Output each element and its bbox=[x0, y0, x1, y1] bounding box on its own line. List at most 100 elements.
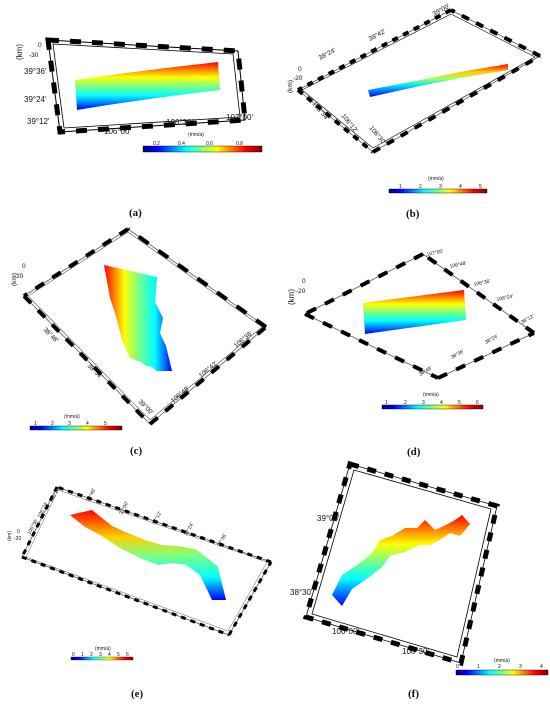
panel-f-colorbar-tick-3: 3 bbox=[519, 664, 522, 670]
panel-c-slip-surface bbox=[104, 265, 172, 371]
panel-a-lat-tick-2: 39°12' bbox=[27, 117, 50, 126]
panel-f-lon-tick-1: 106°30' bbox=[402, 647, 429, 656]
panel-a-colorbar-tick-3: 0.8 bbox=[236, 141, 243, 147]
panel-e-lon-tick-0: 105°12' bbox=[48, 486, 61, 504]
panel-f-slip-surface bbox=[332, 515, 470, 606]
panel-b-colorbar-tick-1: 2 bbox=[419, 184, 422, 190]
panel-e-colorbar: (mm/a) 0 1 2 3 4 5 6 bbox=[70, 646, 134, 661]
panel-d-z-tick-0: 0 bbox=[302, 278, 306, 285]
panel-d-map-frame bbox=[304, 252, 536, 380]
panel-b: (km) 0 -20 39°00' 38°42' 38°24' 105°54' … bbox=[287, 2, 541, 220]
panel-a-lat-tick-1: 39°24' bbox=[24, 95, 47, 104]
panel-e-caption: (e) bbox=[131, 688, 144, 700]
panel-e-lat-tick-0: 36°48' bbox=[85, 488, 97, 503]
panel-a-labels: (km) 0 -30 39°36' 39°24' 39°12' 106°00' … bbox=[15, 42, 253, 136]
panel-c-caption: (c) bbox=[130, 445, 143, 457]
panel-e-lon-tick-1: 105°24' bbox=[36, 501, 49, 519]
panel-a-colorbar-tick-0: 0.2 bbox=[153, 141, 160, 147]
panel-a-lon-tick-1: 106°30' bbox=[166, 118, 193, 127]
panel-d-colorbar-tick-3: 4 bbox=[440, 400, 443, 406]
panel-b-slip-surface bbox=[368, 64, 508, 97]
panel-f-colorbar-tick-1: 1 bbox=[477, 664, 480, 670]
panel-a-colorbar-tick-2: 0.6 bbox=[206, 141, 213, 147]
panel-e-colorbar-tick-6: 6 bbox=[126, 652, 129, 658]
panel-a-z-tick-0: 0 bbox=[38, 42, 42, 49]
panel-e-z-tick-1: -20 bbox=[14, 536, 21, 542]
panel-d-colorbar-tick-0: 1 bbox=[385, 400, 388, 406]
panel-c-colorbar-tick-3: 4 bbox=[86, 421, 89, 427]
panel-b-lat-tick-2: 38°24' bbox=[317, 46, 337, 62]
panel-b-lat-tick-1: 38°42' bbox=[367, 27, 387, 43]
panel-f-lat-tick-1: 38°30' bbox=[290, 588, 313, 597]
panel-c-colorbar-tick-1: 2 bbox=[51, 421, 54, 427]
panel-a-lon-tick-2: 107°00' bbox=[226, 113, 253, 122]
panel-e-colorbar-tick-0: 0 bbox=[72, 652, 75, 658]
panel-c-lat-tick-1: 38°54' bbox=[86, 362, 105, 381]
panel-b-colorbar-tick-3: 4 bbox=[459, 184, 462, 190]
panel-a-colorbar-unit: (mm/a) bbox=[188, 132, 204, 138]
panel-d-colorbar-tick-1: 2 bbox=[404, 400, 407, 406]
panel-d-lon-tick-0: 107°00' bbox=[426, 249, 444, 258]
panel-b-colorbar-unit: (mm/a) bbox=[428, 176, 444, 182]
panel-b-lon-tick-2: 106°30' bbox=[367, 124, 387, 146]
panel-f-colorbar: (mm/a) 0 1 2 3 4 bbox=[455, 658, 549, 676]
panel-d-colorbar-tick-2: 3 bbox=[422, 400, 425, 406]
panel-e-colorbar-tick-2: 2 bbox=[90, 652, 93, 658]
panel-e-lat-tick-3: 37°24' bbox=[183, 522, 195, 537]
panel-a-lon-tick-0: 106°00' bbox=[104, 127, 131, 136]
panel-c-colorbar-tick-0: 1 bbox=[34, 421, 37, 427]
panel-e-lat-tick-1: 37°00' bbox=[118, 501, 130, 516]
panel-a-lat-tick-0: 39°36' bbox=[24, 67, 47, 76]
panel-b-z-tick-1: -20 bbox=[293, 75, 303, 82]
panel-d-lat-tick-2: 38°36' bbox=[450, 348, 465, 360]
panel-f-labels: 39°00' 38°30' 106°00' 106°30' bbox=[290, 514, 429, 656]
panel-f-colorbar-tick-2: 2 bbox=[498, 664, 501, 670]
panel-e-colorbar-tick-4: 4 bbox=[108, 652, 111, 658]
panel-d-lon-tick-1: 106°48' bbox=[449, 261, 467, 270]
panel-f-caption: (f) bbox=[408, 688, 419, 700]
panel-e-map-frame bbox=[20, 485, 273, 637]
panel-f-lon-tick-0: 106°00' bbox=[332, 627, 359, 636]
panel-f: 39°00' 38°30' 106°00' 106°30' (mm/a) 0 1… bbox=[290, 460, 549, 700]
panel-d-colorbar: (mm/a) 1 2 3 4 5 6 bbox=[381, 392, 484, 410]
panel-e-colorbar-tick-3: 3 bbox=[99, 652, 102, 658]
panel-d-lon-tick-3: 106°24' bbox=[496, 294, 514, 303]
panel-e-colorbar-tick-5: 5 bbox=[117, 652, 120, 658]
panel-d-caption: (d) bbox=[407, 446, 421, 458]
panel-b-caption: (b) bbox=[406, 208, 420, 220]
panel-d-colorbar-tick-5: 6 bbox=[476, 400, 479, 406]
panel-c-colorbar-unit: (mm/a) bbox=[64, 414, 80, 420]
panel-e-colorbar-unit: (mm/a) bbox=[95, 646, 111, 652]
panel-f-map-frame bbox=[302, 460, 500, 667]
panel-c-z-tick-0: 0 bbox=[22, 263, 26, 270]
panel-b-z-tick-0: 0 bbox=[298, 66, 302, 73]
panel-a-z-label: (km) bbox=[15, 44, 24, 60]
panel-d-lon-tick-2: 106°36' bbox=[473, 279, 491, 288]
panel-f-lat-tick-0: 39°00' bbox=[317, 514, 340, 523]
panel-c-colorbar-tick-4: 5 bbox=[104, 421, 107, 427]
panel-e-slip-surface bbox=[70, 510, 226, 600]
panel-e-z-tick-0: 0 bbox=[17, 529, 20, 535]
panel-f-colorbar-tick-4: 4 bbox=[540, 664, 543, 670]
panel-d-lat-tick-1: 38°24' bbox=[484, 333, 499, 345]
panel-a-z-tick-1: -30 bbox=[29, 52, 39, 59]
panel-e-z-label: (km) bbox=[7, 531, 13, 541]
panel-d-z-label: (km) bbox=[287, 289, 296, 305]
panel-a-colorbar-tick-1: 0.4 bbox=[178, 141, 185, 147]
panel-d-slip-surface bbox=[363, 290, 466, 334]
panel-b-colorbar-tick-0: 1 bbox=[399, 184, 402, 190]
panel-e-lat-tick-2: 37°12' bbox=[151, 511, 163, 526]
panel-d-lat-tick-0: 38°12' bbox=[520, 313, 535, 325]
panel-a: (km) 0 -30 39°36' 39°24' 39°12' 106°00' … bbox=[15, 37, 263, 219]
panel-a-slip-surface bbox=[75, 62, 220, 110]
panel-a-caption: (a) bbox=[129, 207, 142, 219]
panel-b-colorbar: (mm/a) 1 2 3 4 5 bbox=[388, 176, 488, 194]
panel-c-colorbar-tick-2: 3 bbox=[68, 421, 71, 427]
panel-d-colorbar-tick-4: 5 bbox=[458, 400, 461, 406]
panel-f-colorbar-unit: (mm/a) bbox=[494, 658, 510, 664]
panel-b-map-frame bbox=[296, 8, 541, 154]
panel-c-colorbar: (mm/a) 1 2 3 4 5 bbox=[29, 414, 123, 431]
panel-e-colorbar-tick-1: 1 bbox=[81, 652, 84, 658]
panel-b-colorbar-tick-2: 3 bbox=[439, 184, 442, 190]
